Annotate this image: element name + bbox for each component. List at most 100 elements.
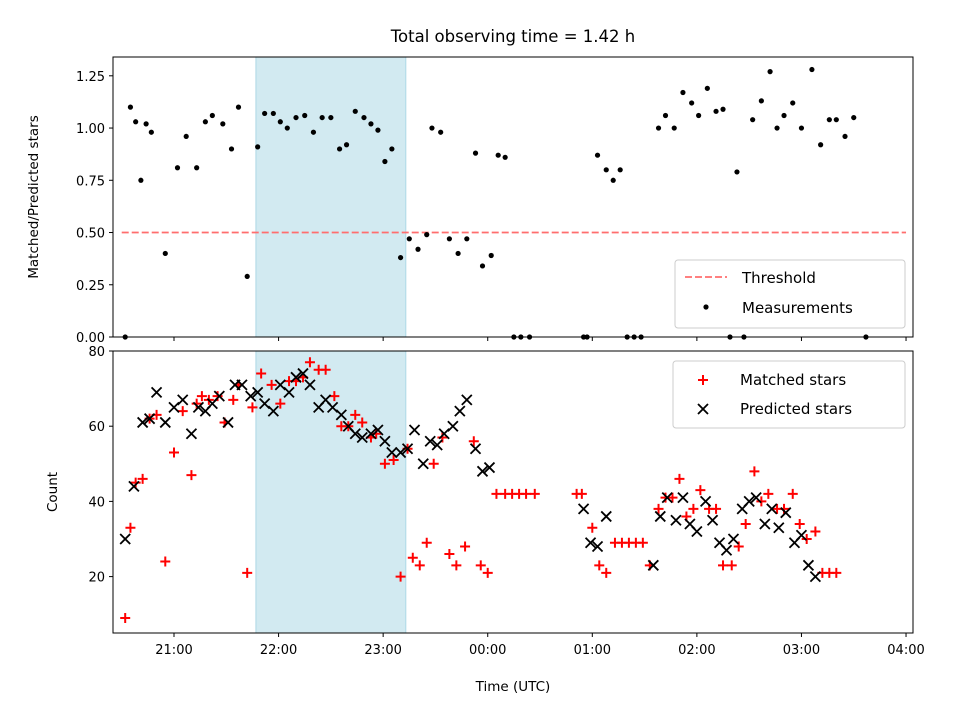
measurement-point	[209, 112, 215, 119]
matched-star-point	[801, 534, 812, 544]
legend-label-measurements: Measurements	[742, 299, 853, 317]
predicted-star-point	[802, 559, 815, 571]
measurement-point	[397, 254, 404, 261]
measurement-point	[174, 165, 181, 171]
matched-star-point	[810, 526, 821, 537]
matched-star-point	[831, 567, 842, 578]
predicted-star-point	[766, 503, 778, 515]
measurement-point	[389, 146, 395, 152]
measurement-point	[310, 129, 317, 135]
legend-label-threshold: Threshold	[741, 269, 816, 287]
matched-star-point	[160, 556, 171, 567]
matched-star-point	[177, 406, 188, 417]
measurement-point	[617, 167, 623, 173]
measurement-point	[148, 129, 154, 135]
measurement-point	[255, 144, 261, 150]
measurement-point	[438, 129, 444, 135]
measurement-point	[293, 114, 299, 121]
matched-star-point	[688, 503, 699, 514]
x-tick-label: 02:00	[678, 643, 715, 658]
measurement-point	[781, 112, 787, 119]
predicted-star-point	[476, 465, 489, 477]
measurement-point	[352, 108, 358, 114]
matched-star-point	[414, 560, 425, 571]
measurement-point	[328, 114, 334, 121]
measurement-point	[194, 165, 200, 171]
y-tick-label: 1.00	[76, 122, 105, 137]
predicted-star-point	[222, 416, 234, 429]
measurement-point	[162, 250, 168, 257]
y-tick-label: 0.75	[76, 174, 105, 189]
predicted-star-point	[365, 428, 377, 440]
matched-star-point	[475, 560, 486, 571]
axes-frame	[112, 350, 914, 634]
measurement-point	[826, 117, 832, 123]
legend-predicted-swatch	[697, 403, 709, 415]
y-axis-label: Matched/Predicted stars	[26, 115, 42, 278]
matched-star-point	[529, 488, 540, 499]
matched-star-point	[787, 488, 798, 499]
measurement-point	[689, 100, 695, 106]
measurement-point	[382, 158, 388, 165]
matched-star-point	[329, 391, 340, 402]
predicted-star-point	[431, 439, 443, 451]
chart-title: Total observing time = 1.42 h	[390, 27, 635, 46]
measurement-point	[235, 104, 242, 110]
predicted-star-point	[143, 413, 156, 425]
x-tick-label: 04:00	[887, 643, 924, 658]
measurement-point	[415, 246, 421, 252]
predicted-star-point	[706, 514, 719, 526]
y-axis-label: Count	[45, 472, 61, 512]
measurement-point	[809, 66, 815, 73]
measurement-point	[133, 119, 139, 125]
matched-star-point	[137, 473, 148, 484]
y-tick-label: 20	[88, 571, 105, 586]
predicted-star-point	[177, 394, 189, 406]
predicted-star-point	[577, 503, 590, 515]
predicted-star-point	[661, 492, 673, 504]
legend-box	[672, 360, 906, 429]
measurement-point	[662, 112, 669, 119]
predicted-star-point	[759, 518, 771, 530]
predicted-star-point	[119, 533, 131, 545]
predicted-star-point	[591, 540, 604, 553]
matched-star-point	[460, 541, 471, 552]
measurement-point	[750, 117, 756, 123]
measurement-point	[495, 152, 501, 158]
measurement-point	[594, 152, 601, 158]
matched-star-point	[395, 571, 406, 582]
predicted-star-point	[691, 525, 703, 538]
matched-star-point	[247, 402, 258, 413]
measurement-point	[734, 169, 740, 175]
measurement-point	[655, 125, 662, 131]
predicted-star-point	[372, 424, 384, 436]
matched-star-point	[653, 503, 664, 514]
predicted-star-point	[720, 544, 733, 556]
matched-star-point	[756, 496, 767, 507]
measurement-point	[767, 69, 773, 75]
predicted-star-point	[304, 379, 316, 391]
legend-measurements-swatch	[703, 304, 709, 310]
measurement-point	[774, 125, 780, 131]
measurement-point	[833, 117, 839, 123]
predicted-star-point	[386, 446, 398, 459]
predicted-star-point	[469, 443, 482, 455]
predicted-star-point	[136, 416, 149, 429]
predicted-star-point	[128, 480, 140, 492]
measurement-point	[368, 121, 374, 127]
matched-star-point	[196, 391, 207, 402]
measurement-point	[671, 125, 677, 131]
predicted-star-point	[809, 570, 822, 583]
matched-star-point	[763, 488, 774, 499]
measurement-point	[696, 112, 702, 119]
predicted-star-point	[213, 390, 225, 402]
predicted-star-point	[349, 428, 361, 440]
measurement-point	[704, 85, 710, 91]
matched-star-point	[468, 436, 479, 447]
predicted-star-point	[454, 405, 466, 417]
matched-star-point	[667, 492, 678, 503]
predicted-star-point	[447, 420, 459, 432]
predicted-star-point	[236, 379, 248, 391]
matched-star-point	[228, 394, 239, 405]
